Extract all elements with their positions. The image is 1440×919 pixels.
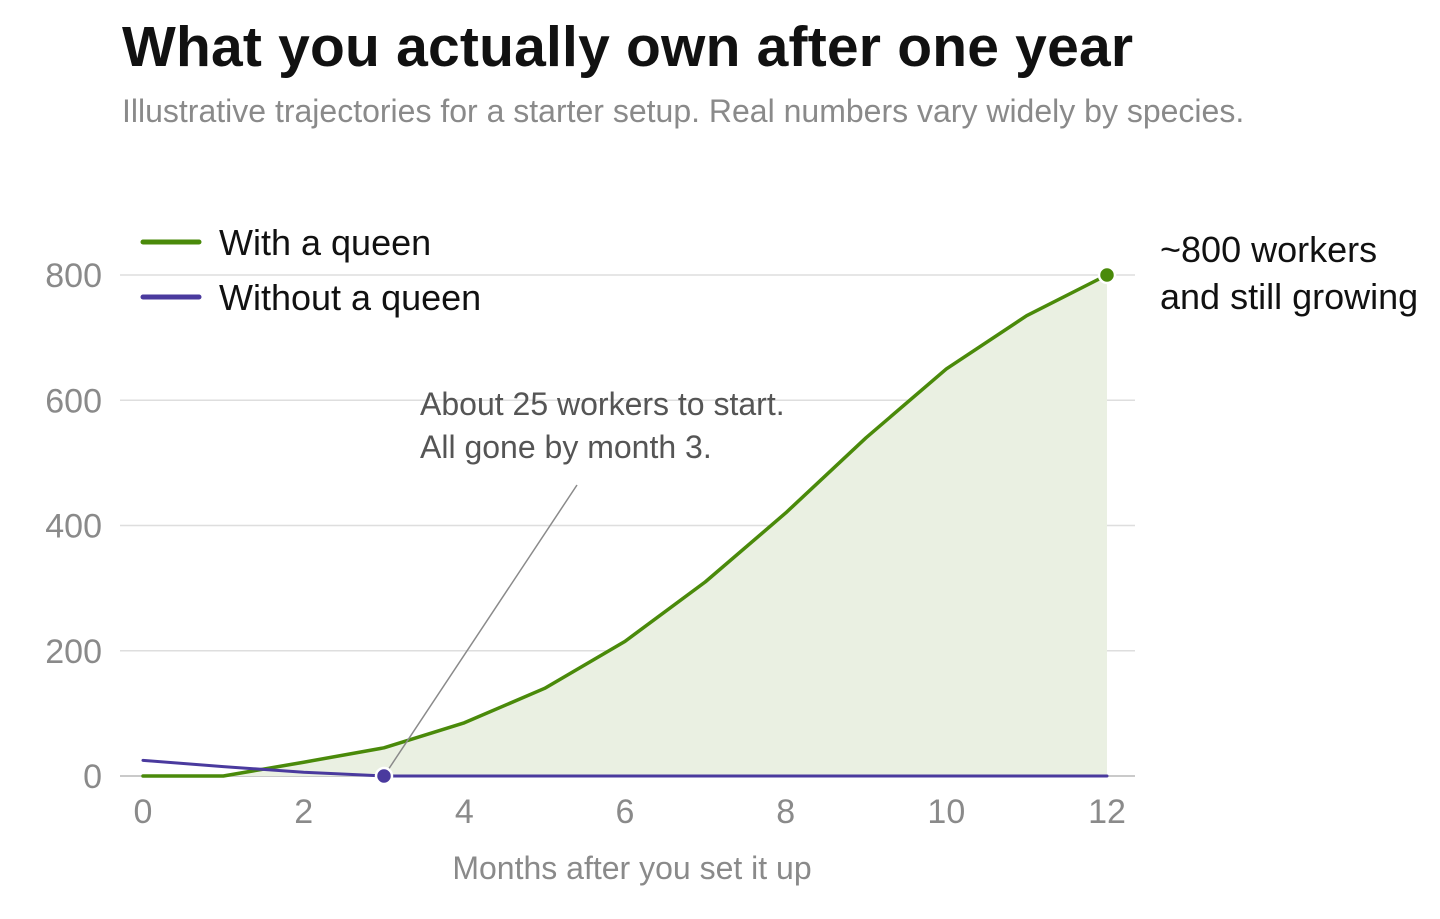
x-axis-title: Months after you set it up — [452, 850, 811, 886]
x-axis-ticks: 0 2 4 6 8 10 12 — [134, 793, 1126, 831]
legend: With a queen Without a queen — [140, 222, 481, 318]
annotations: About 25 workers to start. All gone by mo… — [374, 229, 1418, 786]
series-area-fill — [143, 275, 1107, 776]
annotation-text: All gone by month 3. — [420, 429, 712, 465]
series-line — [141, 758, 1109, 778]
x-tick-label: 0 — [134, 793, 153, 831]
annotation-marker — [374, 766, 394, 786]
y-tick-label: 600 — [45, 382, 102, 420]
y-tick-label: 200 — [45, 633, 102, 671]
y-tick-label: 0 — [83, 758, 102, 796]
x-tick-label: 4 — [455, 793, 474, 831]
chart-title: What you actually own after one year — [122, 15, 1134, 79]
y-tick-label: 400 — [45, 508, 102, 546]
end-label: ~800 workers — [1160, 229, 1377, 270]
legend-label: With a queen — [219, 222, 431, 263]
x-tick-label: 6 — [616, 793, 635, 831]
annotation-leader-line — [387, 484, 578, 771]
y-axis-ticks: 0 200 400 600 800 — [45, 257, 102, 796]
end-label: and still growing — [1160, 276, 1418, 317]
annotation-text: About 25 workers to start. — [420, 386, 785, 422]
series-line — [141, 273, 1109, 778]
area-fills — [143, 275, 1107, 776]
legend-label: Without a queen — [219, 277, 481, 318]
x-tick-label: 12 — [1088, 793, 1126, 831]
y-tick-label: 800 — [45, 257, 102, 295]
x-tick-label: 8 — [776, 793, 795, 831]
chart-subtitle: Illustrative trajectories for a starter … — [122, 93, 1245, 129]
x-tick-label: 10 — [927, 793, 965, 831]
end-point-marker — [1097, 265, 1117, 285]
x-tick-label: 2 — [294, 793, 313, 831]
series-lines — [141, 273, 1109, 778]
